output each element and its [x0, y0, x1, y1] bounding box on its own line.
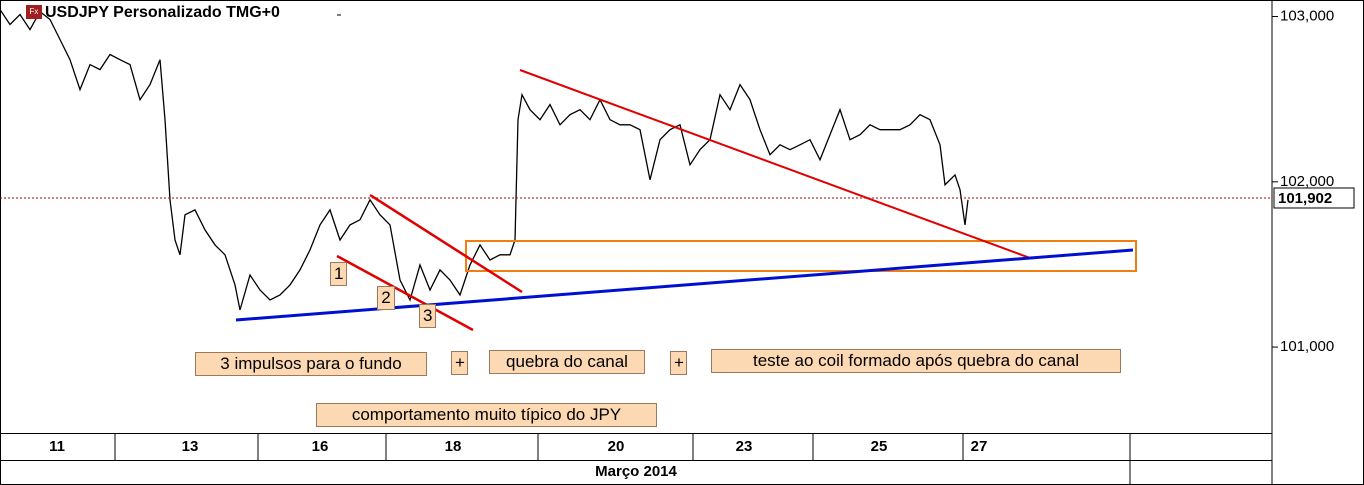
x-tick-label: 25 [871, 438, 888, 455]
y-tick-label: 101,000 [1280, 338, 1334, 355]
x-axis-label: Março 2014 [595, 463, 677, 480]
annotation: 2 [377, 286, 395, 310]
last-price-box [1273, 187, 1355, 209]
x-tick-label: 27 [971, 438, 988, 455]
last-price-label: 101,902 [1278, 190, 1332, 207]
icon-label: Fx [30, 7, 39, 16]
x-tick-label: 23 [736, 438, 753, 455]
channel-line [336, 254, 474, 332]
price-line [0, 9, 969, 311]
data-layer [0, 9, 1272, 311]
channel-line [369, 193, 523, 294]
y-tick-label: 102,000 [1280, 173, 1334, 190]
x-tick-label: 11 [49, 438, 65, 455]
annotation: quebra do canal [489, 350, 645, 374]
icon [26, 5, 42, 19]
annotation: comportamento muito típico do JPY [316, 403, 657, 427]
trend-line [519, 69, 1031, 259]
y-tick-label: 103,000 [1280, 7, 1334, 24]
x-tick-label: 13 [182, 438, 199, 455]
x-tick-label: 20 [608, 438, 625, 455]
annotation: + [451, 351, 468, 375]
chart-title: USDJPY Personalizado TMG+0 [45, 4, 280, 21]
x-tick-label: 18 [445, 438, 462, 455]
annotation: 3 [419, 304, 436, 328]
day-separators [114, 433, 1131, 485]
annotation: teste ao coil formado após quebra do can… [711, 349, 1121, 373]
annotation: 1 [330, 262, 347, 286]
annotation: + [670, 351, 687, 375]
x-tick-label: 16 [312, 438, 329, 455]
annotation: 3 impulsos para o fundo [195, 352, 427, 376]
